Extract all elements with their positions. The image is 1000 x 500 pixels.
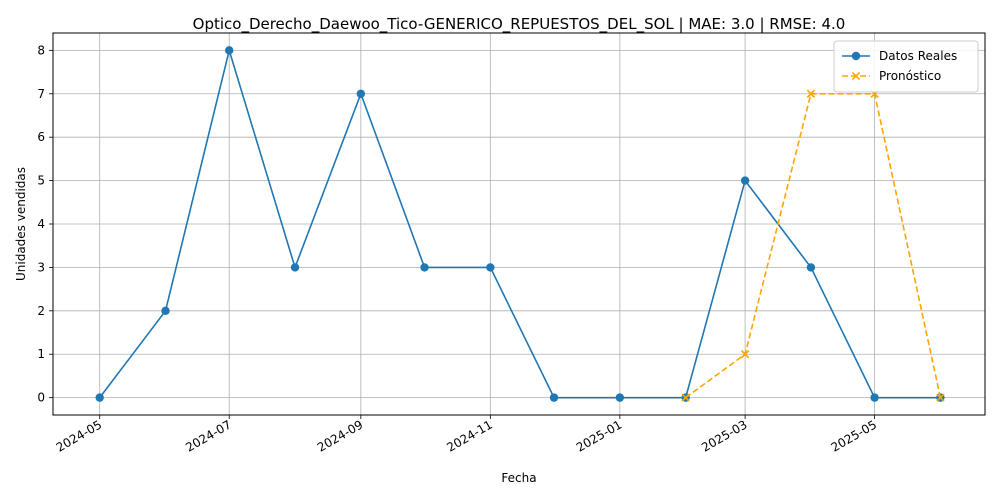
legend-marker-stroke [851,71,861,81]
data-point [806,89,816,98]
data-point [740,176,750,185]
y-tick-label: 8 [37,43,45,57]
series-0 [95,46,945,402]
legend-label: Datos Reales [879,49,957,63]
y-tick-label: 4 [37,217,45,231]
y-axis: 0 1 2 3 4 5 6 7 8 [37,43,53,405]
series-1 [681,89,945,402]
y-tick-label: 6 [37,130,45,144]
data-point-stroke [740,350,750,359]
y-tick-label: 2 [37,304,45,318]
data-point [681,393,690,402]
legend-marker [851,51,861,61]
y-tick-label: 0 [37,391,45,405]
x-axis: 2024-05 2024-07 2024-09 2024-11 2025-01 2025-… [54,415,879,455]
y-tick-label: 5 [37,174,45,188]
data-point [936,393,945,402]
data-point [225,46,234,55]
data-point-stroke [806,89,816,98]
series-layer [95,46,945,402]
plot-frame [52,32,986,416]
series-line [99,47,941,399]
legend-label: Pronóstico [879,69,941,83]
chart-title: Optico_Derecho_Daewoo_Tico-GENERICO_REPU… [193,15,846,34]
data-point [740,350,750,359]
legend: Datos Reales Pronóstico [833,40,979,93]
y-tick-label: 3 [37,260,45,274]
x-axis-label: Fecha [501,471,536,485]
series-line [685,92,942,399]
legend-marker [851,71,861,81]
y-tick-label: 1 [37,347,45,361]
x-tick-label: 2025-01 [574,417,624,454]
y-axis-label: Unidades vendidas [14,167,28,281]
data-point [615,393,625,402]
data-point [420,263,429,272]
x-tick-label: 2024-05 [54,417,104,454]
x-tick-label: 2024-07 [183,417,233,454]
data-point [161,306,170,316]
data-point [870,393,879,402]
data-point-stroke [936,393,945,402]
data-point [290,263,300,272]
data-point-stroke [681,393,690,402]
x-tick-label: 2024-09 [315,417,365,454]
x-tick-label: 2025-05 [829,417,879,454]
legend-item: Datos Reales [842,49,957,63]
x-tick-label: 2025-03 [699,417,749,454]
x-tick-label: 2024-11 [444,417,494,454]
y-tick-label: 7 [37,87,45,101]
data-point [549,393,559,402]
data-point [486,263,495,272]
data-point [95,393,104,402]
legend-item: Pronóstico [842,69,941,83]
data-point [806,263,816,272]
data-point [356,89,366,98]
legend-box [833,40,979,93]
